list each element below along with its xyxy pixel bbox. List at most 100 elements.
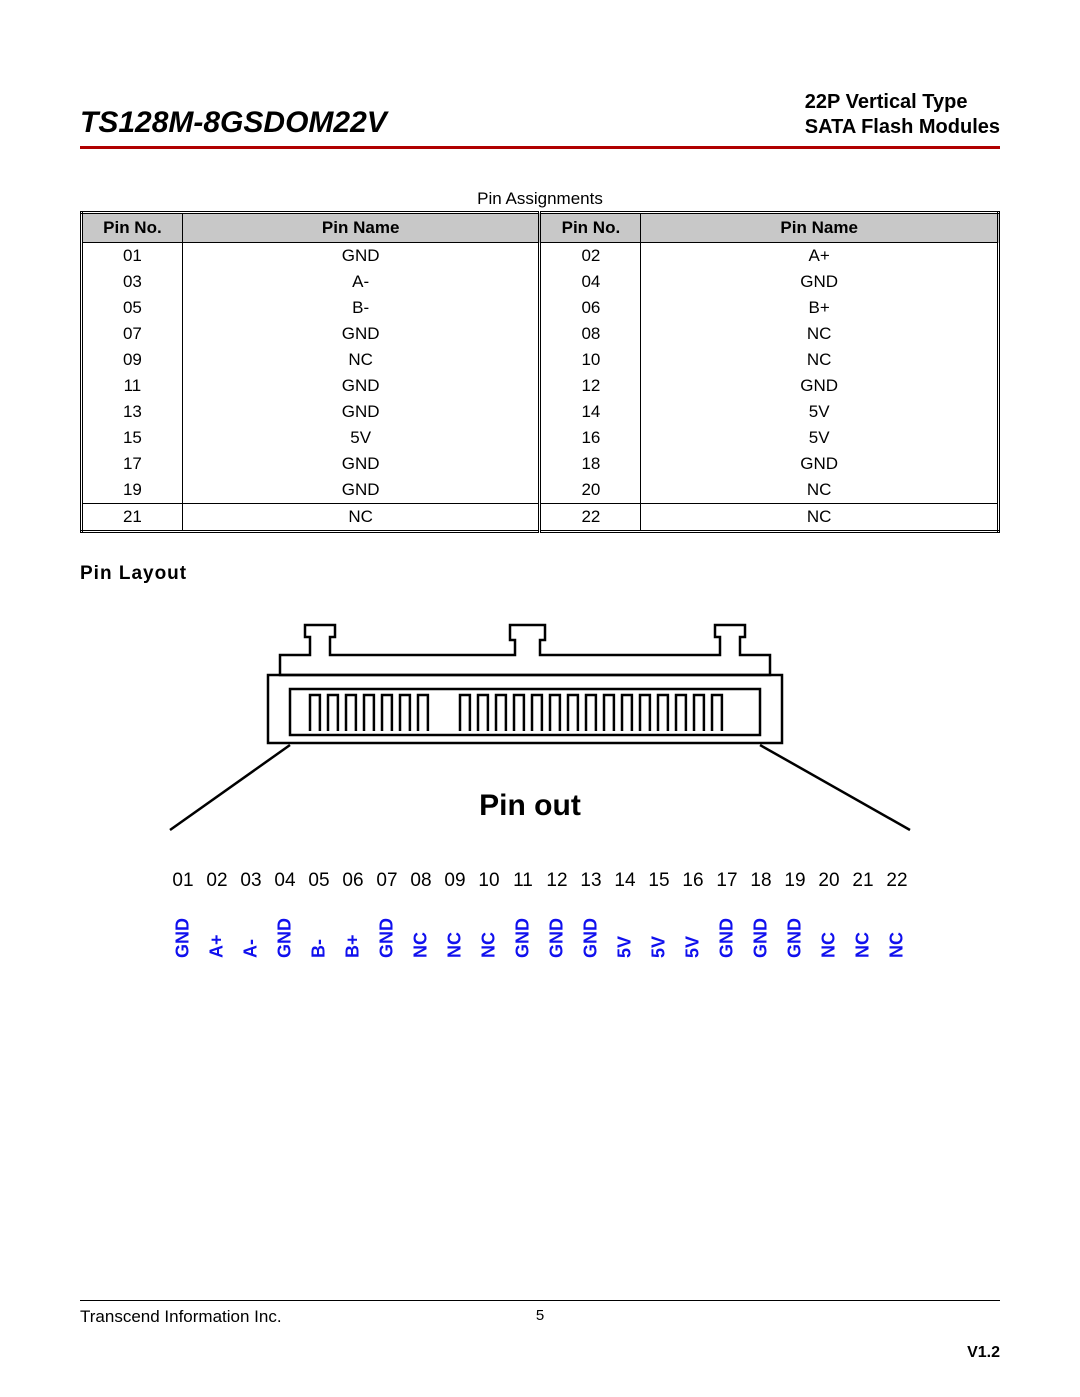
table-row: 05B-06B+ <box>82 295 999 321</box>
pin-numbers-row: 0102030405060708091011121314151617181920… <box>80 870 1000 892</box>
table-caption: Pin Assignments <box>80 189 1000 209</box>
pin-signal-name: A+ <box>200 900 234 958</box>
pin-number: 09 <box>438 870 472 892</box>
table-cell: 22 <box>540 504 641 532</box>
table-cell: NC <box>182 504 540 532</box>
table-cell: 18 <box>540 451 641 477</box>
table-cell: 10 <box>540 347 641 373</box>
table-cell: NC <box>641 477 999 504</box>
pin-signal-name: NC <box>812 900 846 958</box>
table-cell: GND <box>182 477 540 504</box>
table-cell: 21 <box>82 504 183 532</box>
pinout-label: Pin out <box>479 789 581 822</box>
table-row: 19GND20NC <box>82 477 999 504</box>
pin-names-row: GNDA+A-GNDB-B+GNDNCNCNCGNDGNDGND5V5V5VGN… <box>80 900 1000 958</box>
pin-signal-name: GND <box>166 900 200 958</box>
table-cell: 5V <box>182 425 540 451</box>
pin-number: 02 <box>200 870 234 892</box>
table-row: 17GND18GND <box>82 451 999 477</box>
table-row: 09NC10NC <box>82 347 999 373</box>
pin-number: 20 <box>812 870 846 892</box>
pin-signal-name: 5V <box>608 900 642 958</box>
table-cell: 03 <box>82 269 183 295</box>
pin-signal-name: A- <box>234 900 268 958</box>
footer-version: V1.2 <box>967 1344 1000 1362</box>
doc-header: TS128M-8GSDOM22V 22P Vertical Type SATA … <box>80 90 1000 149</box>
col-header: Pin No. <box>82 213 183 243</box>
table-cell: 12 <box>540 373 641 399</box>
table-cell: GND <box>182 321 540 347</box>
table-cell: 17 <box>82 451 183 477</box>
connector-svg: Pin out <box>160 605 920 845</box>
pin-signal-name: GND <box>370 900 404 958</box>
table-cell: 5V <box>641 399 999 425</box>
table-cell: 06 <box>540 295 641 321</box>
pin-number: 06 <box>336 870 370 892</box>
pin-number: 05 <box>302 870 336 892</box>
table-cell: A- <box>182 269 540 295</box>
col-header: Pin Name <box>641 213 999 243</box>
table-row: 01GND02A+ <box>82 243 999 270</box>
pin-number: 14 <box>608 870 642 892</box>
table-cell: 05 <box>82 295 183 321</box>
table-cell: NC <box>641 504 999 532</box>
table-cell: 13 <box>82 399 183 425</box>
table-cell: 08 <box>540 321 641 347</box>
pin-number: 16 <box>676 870 710 892</box>
pin-number: 03 <box>234 870 268 892</box>
pin-signal-name: GND <box>268 900 302 958</box>
table-cell: 19 <box>82 477 183 504</box>
pin-signal-name: NC <box>880 900 914 958</box>
table-cell: NC <box>641 347 999 373</box>
table-cell: 09 <box>82 347 183 373</box>
table-cell: 14 <box>540 399 641 425</box>
footer-company: Transcend Information Inc. <box>80 1307 282 1327</box>
table-cell: GND <box>182 243 540 270</box>
table-cell: B+ <box>641 295 999 321</box>
table-cell: 20 <box>540 477 641 504</box>
pin-number: 13 <box>574 870 608 892</box>
part-number: TS128M-8GSDOM22V <box>80 106 387 140</box>
table-cell: NC <box>641 321 999 347</box>
pin-signal-name: NC <box>438 900 472 958</box>
pin-number: 01 <box>166 870 200 892</box>
table-cell: 04 <box>540 269 641 295</box>
pin-layout-heading: Pin Layout <box>80 563 1000 585</box>
table-row: 07GND08NC <box>82 321 999 347</box>
subtitle-line-1: 22P Vertical Type <box>805 90 1000 115</box>
table-row: 155V165V <box>82 425 999 451</box>
pin-number: 11 <box>506 870 540 892</box>
pin-number: 19 <box>778 870 812 892</box>
subtitle-line-2: SATA Flash Modules <box>805 115 1000 140</box>
pin-signal-name: GND <box>574 900 608 958</box>
pin-number: 07 <box>370 870 404 892</box>
pin-signal-name: GND <box>540 900 574 958</box>
pin-signal-name: B- <box>302 900 336 958</box>
pin-number: 21 <box>846 870 880 892</box>
table-cell: GND <box>182 451 540 477</box>
page-footer: Transcend Information Inc. 5 <box>80 1300 1000 1327</box>
table-cell: 15 <box>82 425 183 451</box>
table-cell: NC <box>182 347 540 373</box>
pin-signal-name: GND <box>744 900 778 958</box>
table-row: 21NC22NC <box>82 504 999 532</box>
table-header-row: Pin No. Pin Name Pin No. Pin Name <box>82 213 999 243</box>
pin-signal-name: NC <box>404 900 438 958</box>
pin-number: 17 <box>710 870 744 892</box>
connector-diagram: Pin out 01020304050607080910111213141516… <box>80 605 1000 958</box>
pin-number: 12 <box>540 870 574 892</box>
table-cell: 5V <box>641 425 999 451</box>
pin-signal-name: GND <box>506 900 540 958</box>
table-cell: 11 <box>82 373 183 399</box>
pin-number: 04 <box>268 870 302 892</box>
pin-number: 15 <box>642 870 676 892</box>
table-cell: GND <box>641 451 999 477</box>
table-cell: 02 <box>540 243 641 270</box>
pin-signal-name: 5V <box>676 900 710 958</box>
table-cell: 07 <box>82 321 183 347</box>
pin-assignments-table: Pin No. Pin Name Pin No. Pin Name 01GND0… <box>80 211 1000 533</box>
pin-signal-name: GND <box>710 900 744 958</box>
table-cell: GND <box>641 269 999 295</box>
pin-signal-name: 5V <box>642 900 676 958</box>
pin-signal-name: GND <box>778 900 812 958</box>
